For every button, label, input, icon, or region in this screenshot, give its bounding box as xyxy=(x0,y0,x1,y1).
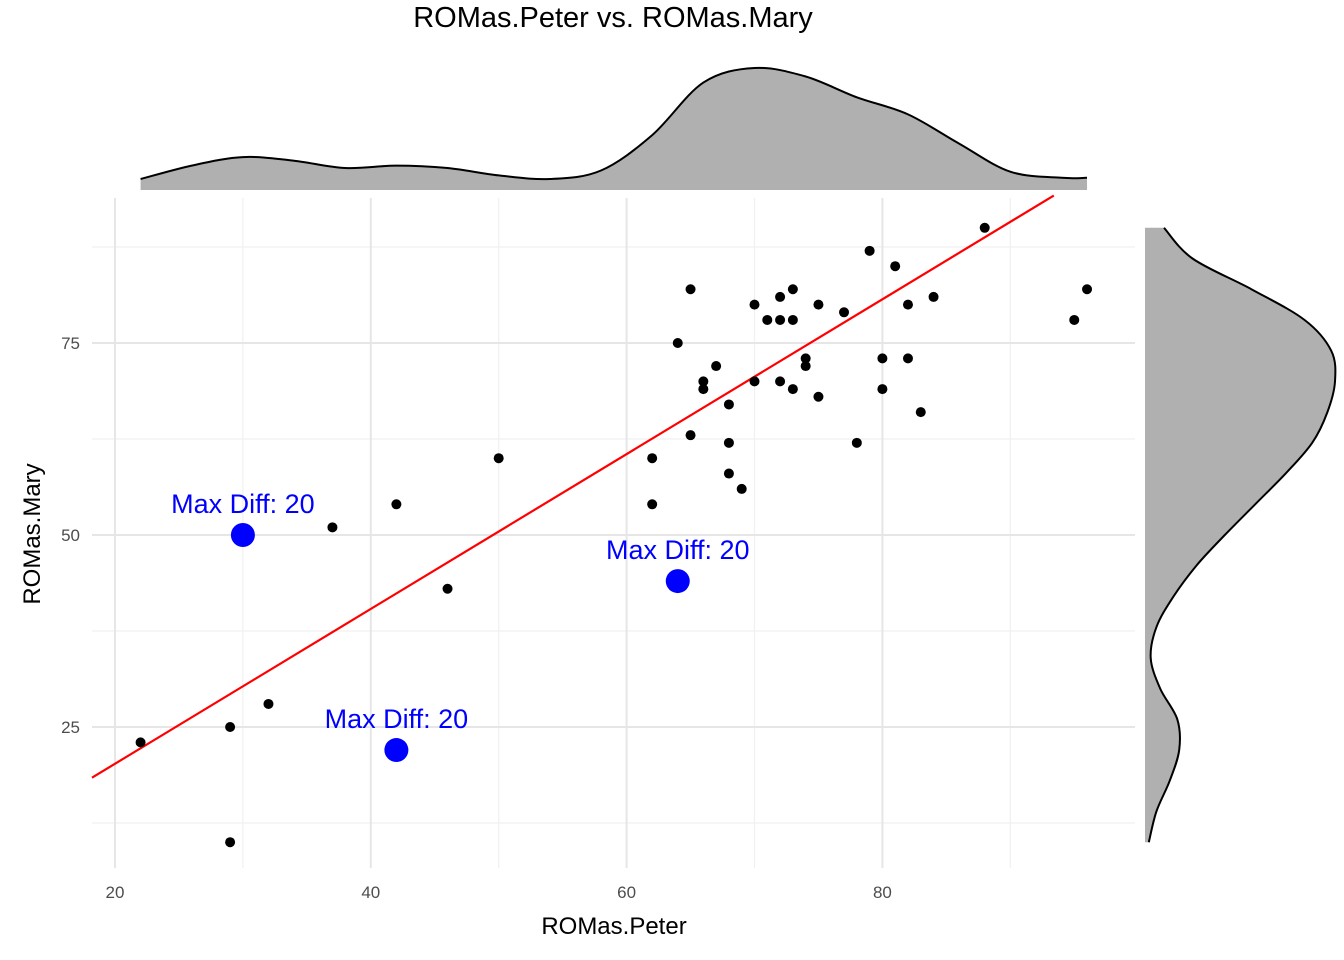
scatter-point xyxy=(736,483,747,494)
x-tick-label: 40 xyxy=(361,883,380,902)
scatter-point xyxy=(723,399,734,410)
scatter-point xyxy=(749,299,760,310)
marginal-y-density xyxy=(1145,227,1337,843)
highlighted-point xyxy=(384,738,409,763)
marginal-y-density-fill xyxy=(1145,227,1336,843)
scatter-point xyxy=(1069,314,1080,325)
scatter-point xyxy=(749,376,760,387)
scatter-point xyxy=(877,384,888,395)
x-axis-title: ROMas.Peter xyxy=(541,913,686,940)
x-tick-label: 60 xyxy=(617,883,636,902)
highlighted-point xyxy=(230,523,255,547)
scatter-point xyxy=(698,384,709,395)
scatter-point xyxy=(775,314,786,325)
marginal-y-density-outline xyxy=(1147,227,1337,843)
scatter-point xyxy=(877,353,888,364)
scatter-point xyxy=(698,376,709,387)
scatter-point xyxy=(775,291,786,302)
chart-title: ROMas.Peter vs. ROMas.Mary xyxy=(413,2,813,34)
x-tick-label: 20 xyxy=(106,883,125,902)
scatter-point xyxy=(787,284,798,295)
scatter-point xyxy=(787,314,798,325)
scatter-point xyxy=(723,437,734,448)
highlighted-point xyxy=(665,569,690,594)
x-tick-label: 80 xyxy=(873,883,892,902)
scatter-point xyxy=(762,314,773,325)
scatter-point xyxy=(839,307,850,318)
max-diff-label: Max Diff: 20 xyxy=(606,535,750,565)
scatter-point xyxy=(902,353,913,364)
scatter-point xyxy=(263,698,274,709)
scatter-point xyxy=(493,453,504,464)
scatter-point xyxy=(890,261,901,272)
y-tick-label: 25 xyxy=(61,718,80,737)
scatter-point xyxy=(787,384,798,395)
scatter-point xyxy=(800,361,811,372)
scatter-point xyxy=(915,407,926,418)
max-diff-label: Max Diff: 20 xyxy=(171,489,315,519)
regression-line xyxy=(91,194,1055,779)
scatter-point xyxy=(711,361,722,372)
scatter-point xyxy=(225,837,236,848)
y-tick-label: 75 xyxy=(61,334,80,353)
scatter-point xyxy=(327,522,338,533)
scatter-point xyxy=(135,737,146,748)
scatter-point xyxy=(902,299,913,310)
y-axis-ticks: 25 50 75 xyxy=(61,334,80,737)
scatter-point xyxy=(647,499,658,510)
scatter-point xyxy=(391,499,402,510)
scatter-point xyxy=(685,284,696,295)
scatter-point xyxy=(647,453,658,464)
regression-line-group xyxy=(91,194,1055,779)
scatter-point xyxy=(979,222,990,233)
y-tick-label: 50 xyxy=(61,526,80,545)
max-diff-label: Max Diff: 20 xyxy=(325,704,469,734)
scatter-point xyxy=(813,391,824,402)
scatter-point xyxy=(685,430,696,441)
marginal-x-density-fill xyxy=(140,67,1088,190)
scatter-point xyxy=(442,583,453,594)
marginal-x-density-outline xyxy=(140,66,1088,181)
scatter-point xyxy=(723,468,734,479)
scatter-point xyxy=(775,376,786,387)
scatter-point xyxy=(672,338,683,348)
scatter-points xyxy=(135,222,1093,848)
scatter-point xyxy=(928,291,939,302)
highlighted-points: Max Diff: 20 Max Diff: 20 Max Diff: 20 xyxy=(171,489,750,763)
scatter-point xyxy=(225,722,236,732)
scatter-point xyxy=(800,353,811,364)
scatter-point xyxy=(1082,284,1093,295)
scatter-point xyxy=(813,299,824,310)
y-axis-title: ROMas.Mary xyxy=(19,463,46,604)
x-axis-ticks: 20 40 60 80 xyxy=(106,883,892,902)
grid-lines xyxy=(92,198,1135,868)
scatter-point xyxy=(864,245,875,256)
marginal-x-density xyxy=(140,66,1088,190)
scatter-point xyxy=(851,437,862,448)
